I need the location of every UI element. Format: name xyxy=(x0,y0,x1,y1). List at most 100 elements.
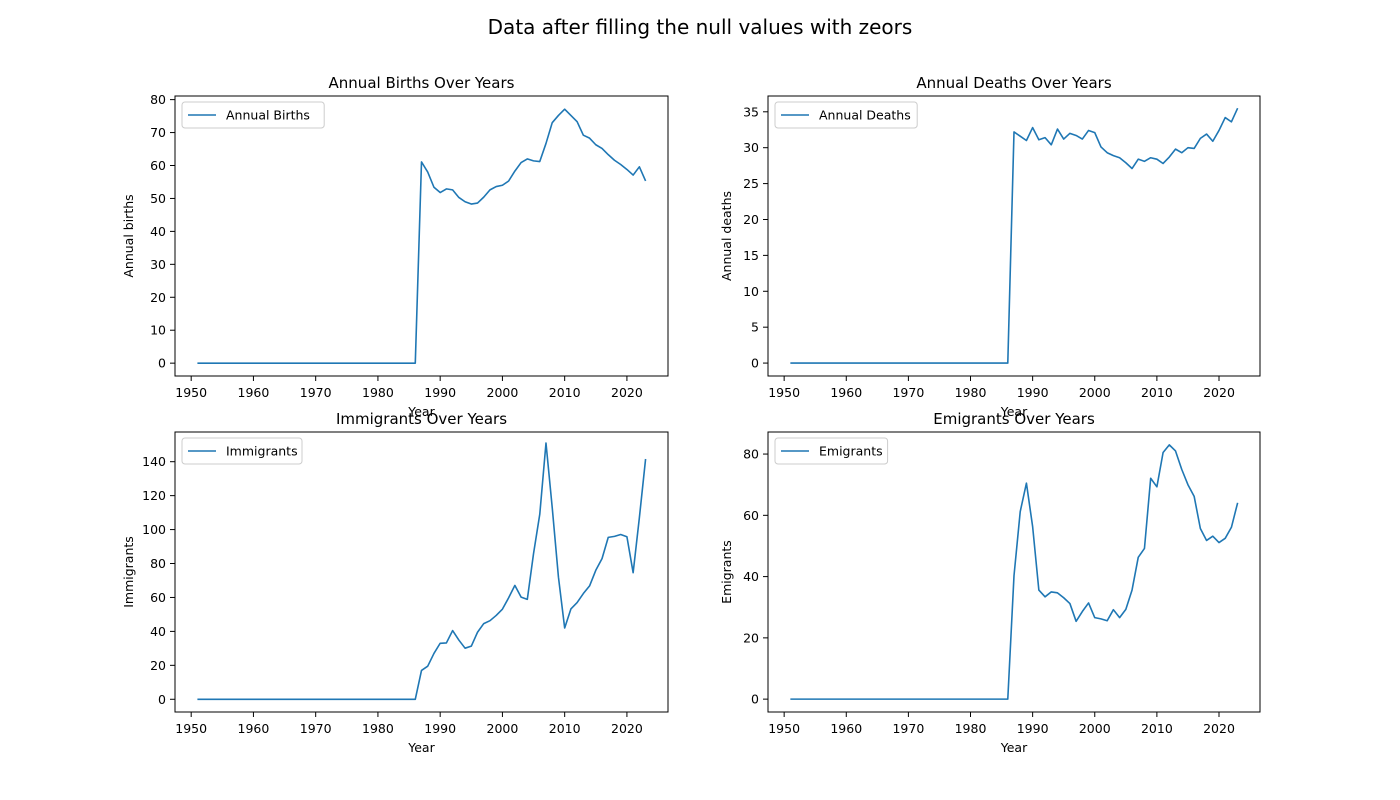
y-tick-label: 40 xyxy=(150,624,166,639)
y-tick-label: 80 xyxy=(150,556,166,571)
x-tick-label: 1950 xyxy=(175,385,207,400)
subplot-title: Annual Births Over Years xyxy=(329,74,515,92)
y-tick-label: 60 xyxy=(150,158,166,173)
y-tick-label: 140 xyxy=(142,454,166,469)
x-tick-label: 1990 xyxy=(424,385,456,400)
x-tick-label: 2000 xyxy=(487,721,519,736)
y-tick-label: 120 xyxy=(142,488,166,503)
y-tick-label: 60 xyxy=(150,590,166,605)
x-tick-label: 1990 xyxy=(1017,385,1049,400)
x-tick-label: 1990 xyxy=(1017,721,1049,736)
y-tick-label: 70 xyxy=(150,125,166,140)
x-tick-label: 2020 xyxy=(1203,385,1235,400)
x-axis-label: Year xyxy=(1000,404,1028,419)
y-tick-label: 30 xyxy=(743,140,759,155)
legend: Annual Deaths xyxy=(774,101,918,129)
legend-label: Annual Births xyxy=(226,108,310,123)
y-tick-label: 0 xyxy=(751,692,759,707)
x-tick-label: 1980 xyxy=(955,721,987,736)
y-tick-label: 20 xyxy=(743,212,759,227)
subplot-title: Emigrants Over Years xyxy=(933,410,1095,428)
y-tick-label: 15 xyxy=(743,248,759,263)
subplot-title: Immigrants Over Years xyxy=(336,410,507,428)
y-tick-label: 20 xyxy=(150,290,166,305)
x-tick-label: 1970 xyxy=(300,721,332,736)
x-tick-label: 1970 xyxy=(892,385,924,400)
y-tick-label: 20 xyxy=(150,658,166,673)
legend-label: Annual Deaths xyxy=(819,108,911,123)
x-tick-label: 2010 xyxy=(549,385,581,400)
x-tick-label: 1980 xyxy=(362,385,394,400)
y-tick-label: 10 xyxy=(743,284,759,299)
legend-box xyxy=(774,101,918,129)
y-tick-label: 30 xyxy=(150,257,166,272)
series-line xyxy=(197,108,647,364)
y-axis-label: Immigrants xyxy=(121,536,136,608)
subplot-title: Annual Deaths Over Years xyxy=(916,74,1111,92)
x-tick-label: 1980 xyxy=(362,721,394,736)
y-tick-label: 100 xyxy=(142,522,166,537)
legend-box xyxy=(774,437,889,465)
y-axis-label: Annual births xyxy=(121,194,136,277)
plot-frame xyxy=(174,95,669,377)
y-tick-label: 10 xyxy=(150,323,166,338)
legend: Immigrants xyxy=(181,437,303,465)
subplot-2: Annual Deaths Over Years 1950 1960 1970 1980… xyxy=(719,74,1261,419)
x-tick-label: 2010 xyxy=(1141,385,1173,400)
x-tick-label: 1960 xyxy=(830,721,862,736)
subplot-4: Emigrants Over Years 1950 1960 1970 1980 1990… xyxy=(719,410,1261,755)
figure-title: Data after filling the null values with … xyxy=(488,15,913,39)
plot-frame xyxy=(174,431,669,713)
legend-box xyxy=(181,437,303,465)
series-line xyxy=(790,107,1239,364)
legend: Annual Births xyxy=(181,101,325,129)
y-tick-label: 0 xyxy=(158,356,166,371)
series-line xyxy=(790,444,1239,700)
x-axis-label: Year xyxy=(407,740,435,755)
y-tick-label: 0 xyxy=(751,356,759,371)
y-tick-label: 80 xyxy=(150,92,166,107)
subplot-3: Immigrants Over Years 1950 1960 1970 1980 199… xyxy=(121,410,669,755)
y-tick-label: 0 xyxy=(158,692,166,707)
y-tick-label: 50 xyxy=(150,191,166,206)
x-axis-label: Year xyxy=(407,404,435,419)
y-tick-label: 60 xyxy=(743,508,759,523)
legend-label: Immigrants xyxy=(226,444,298,459)
y-tick-label: 35 xyxy=(743,104,759,119)
y-tick-label: 20 xyxy=(743,630,759,645)
x-tick-label: 1950 xyxy=(768,385,800,400)
legend-box xyxy=(181,101,325,129)
x-tick-label: 2000 xyxy=(1079,721,1111,736)
x-tick-label: 2020 xyxy=(1203,721,1235,736)
y-tick-label: 5 xyxy=(751,320,759,335)
x-tick-label: 1990 xyxy=(424,721,456,736)
legend: Emigrants xyxy=(774,437,889,465)
y-tick-label: 80 xyxy=(743,447,759,462)
y-axis-label: Emigrants xyxy=(719,540,734,604)
x-tick-label: 1970 xyxy=(300,385,332,400)
x-tick-label: 2020 xyxy=(611,721,643,736)
plot-frame xyxy=(767,431,1261,713)
x-axis-label: Year xyxy=(1000,740,1028,755)
plot-frame xyxy=(767,95,1261,377)
x-tick-label: 1960 xyxy=(238,721,270,736)
x-tick-label: 2000 xyxy=(1079,385,1111,400)
x-tick-label: 2020 xyxy=(611,385,643,400)
series-line xyxy=(197,442,647,701)
x-tick-label: 1950 xyxy=(175,721,207,736)
x-tick-label: 2010 xyxy=(549,721,581,736)
subplot-1: Annual Births Over Years 1950 1960 1970 1980… xyxy=(121,74,669,419)
y-tick-label: 25 xyxy=(743,176,759,191)
y-tick-label: 40 xyxy=(743,569,759,584)
x-tick-label: 1960 xyxy=(830,385,862,400)
x-tick-label: 1950 xyxy=(768,721,800,736)
y-tick-label: 40 xyxy=(150,224,166,239)
x-tick-label: 1980 xyxy=(955,385,987,400)
x-tick-label: 1970 xyxy=(892,721,924,736)
x-tick-label: 1960 xyxy=(238,385,270,400)
y-axis-label: Annual deaths xyxy=(719,191,734,281)
x-tick-label: 2000 xyxy=(487,385,519,400)
legend-label: Emigrants xyxy=(819,444,883,459)
x-tick-label: 2010 xyxy=(1141,721,1173,736)
